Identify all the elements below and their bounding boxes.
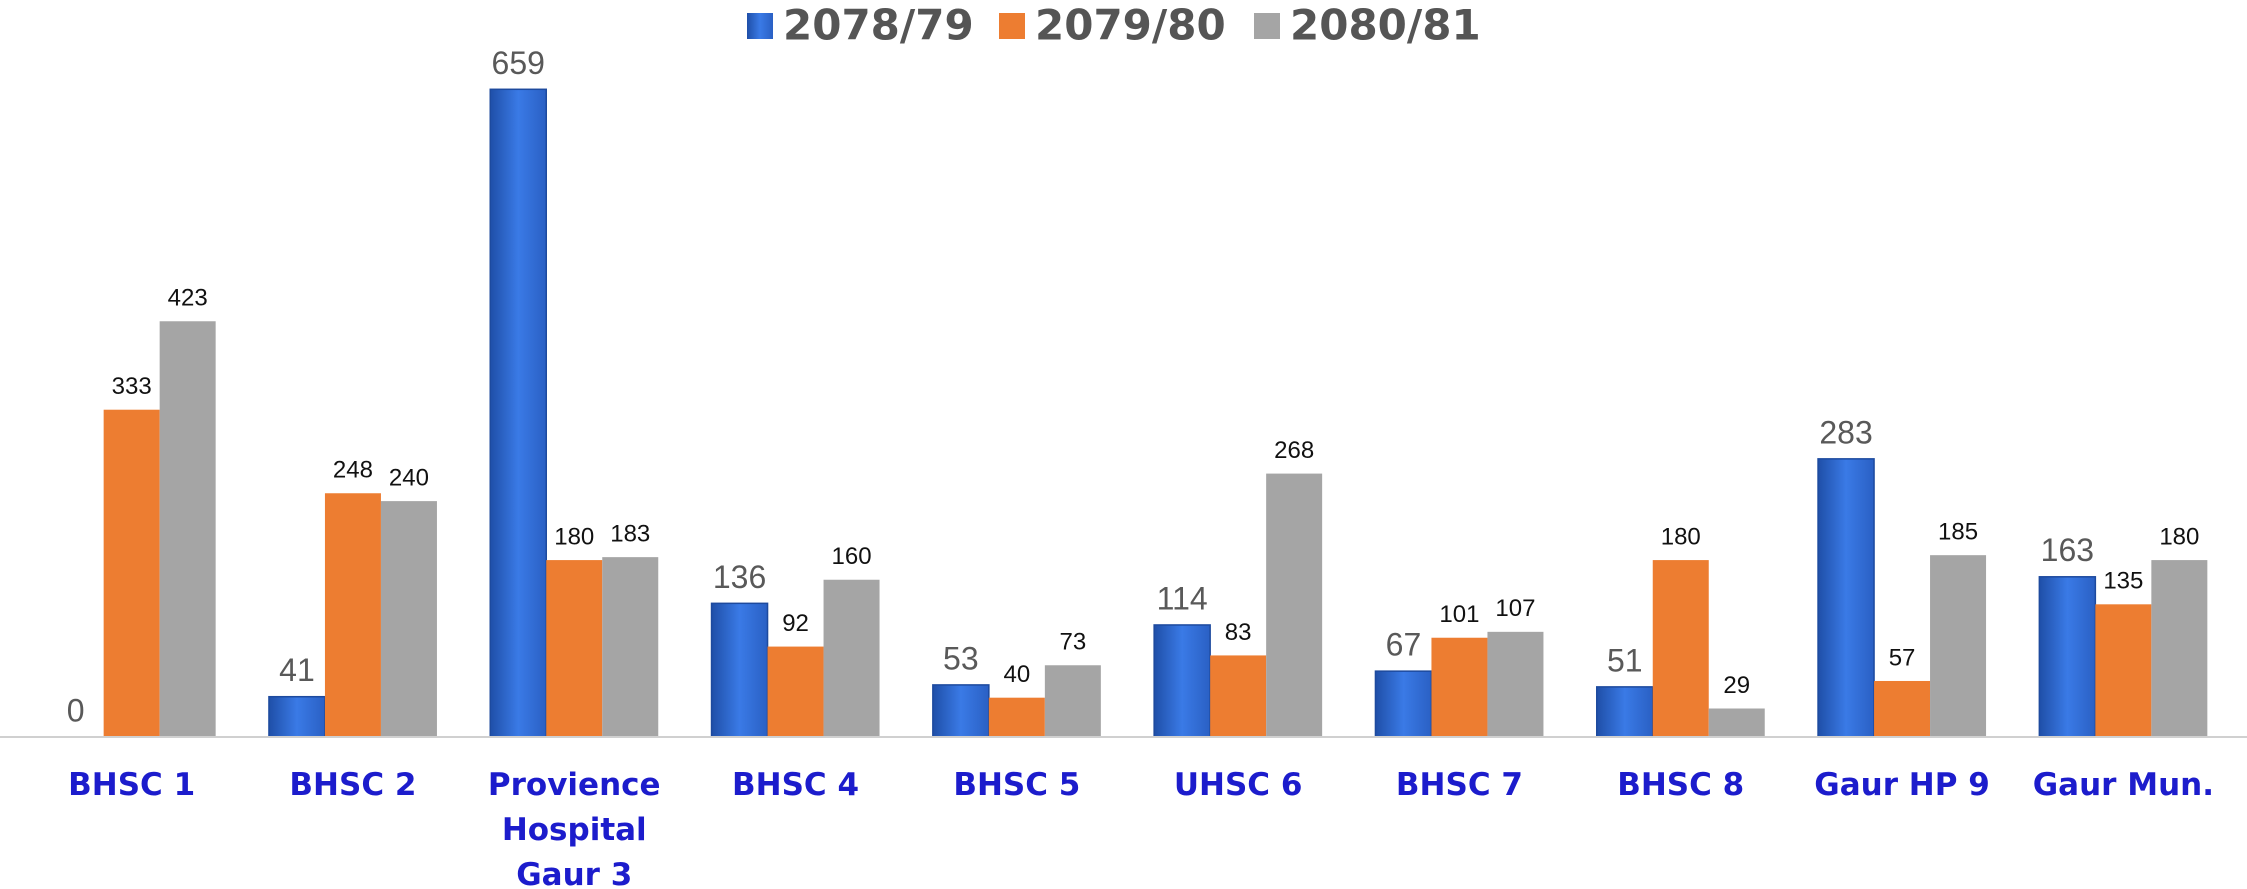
- data-label: 160: [832, 543, 872, 570]
- legend-swatch: [747, 13, 773, 39]
- data-label: 423: [168, 285, 208, 312]
- data-label: 114: [1157, 580, 1208, 616]
- x-tick-label: BHSC 4: [732, 767, 860, 803]
- data-label: 136: [713, 559, 766, 595]
- data-label: 180: [2159, 523, 2199, 550]
- bar: [2151, 560, 2208, 737]
- x-tick-label: UHSC 6: [1173, 767, 1303, 803]
- legend-label: 2078/79: [783, 1, 974, 50]
- legend-swatch: [1254, 13, 1280, 39]
- x-tick-label: Gaur Mun.: [2032, 767, 2214, 803]
- data-label: 659: [492, 45, 545, 81]
- bar: [1708, 708, 1765, 737]
- x-tick-label: BHSC 7: [1395, 767, 1523, 803]
- bar: [2095, 604, 2152, 737]
- legend-label: 2079/80: [1035, 1, 1226, 50]
- data-label: 183: [610, 520, 650, 547]
- data-label: 67: [1386, 627, 1422, 663]
- bar: [268, 695, 326, 738]
- x-tick-label: BHSC 5: [953, 767, 1081, 803]
- bar: [602, 557, 659, 737]
- data-label: 53: [943, 640, 979, 676]
- bar: [767, 646, 824, 737]
- data-label: 57: [1889, 644, 1916, 671]
- data-label: 268: [1274, 437, 1314, 464]
- data-label: 40: [1003, 661, 1030, 688]
- data-label: 83: [1225, 619, 1252, 646]
- bar: [1044, 665, 1101, 737]
- data-label: 107: [1495, 595, 1535, 622]
- bar: [1930, 555, 1987, 737]
- data-label: 29: [1723, 672, 1750, 699]
- bar: [710, 602, 769, 738]
- data-label: 240: [389, 464, 429, 491]
- data-label: 51: [1607, 642, 1643, 678]
- data-label: 135: [2103, 568, 2143, 595]
- data-label: 0: [67, 692, 85, 728]
- x-tick-label: Gaur HP 9: [1814, 767, 1990, 803]
- bar: [2038, 576, 2097, 738]
- bar: [823, 579, 880, 737]
- data-label: 163: [2041, 532, 2094, 568]
- bar: [1374, 670, 1433, 738]
- bar: [932, 684, 990, 738]
- bar: [1210, 655, 1267, 737]
- bar: [1652, 560, 1709, 737]
- data-label: 92: [782, 610, 809, 637]
- bar: [380, 501, 437, 737]
- data-label: 333: [112, 373, 152, 400]
- bar: [988, 697, 1045, 737]
- data-label: 41: [279, 652, 315, 688]
- bar: [1153, 624, 1211, 738]
- x-tick-label: Provience Hospital Gaur 3: [487, 767, 661, 889]
- data-label: 180: [554, 523, 594, 550]
- bar: [1874, 680, 1931, 737]
- x-tick-label: BHSC 2: [289, 767, 417, 803]
- data-label: 101: [1439, 601, 1479, 628]
- bar: [1431, 637, 1488, 737]
- bar: [1817, 458, 1875, 738]
- legend-label: 2080/81: [1290, 1, 1481, 50]
- data-label: 248: [333, 457, 373, 484]
- bar: [546, 560, 603, 737]
- bar: [1266, 473, 1323, 737]
- bar: [1596, 686, 1654, 738]
- bar: [489, 88, 547, 738]
- data-label: 73: [1059, 629, 1086, 656]
- x-tick-label: BHSC 8: [1617, 767, 1745, 803]
- bar: [324, 493, 381, 737]
- data-label: 180: [1661, 523, 1701, 550]
- bar: [1487, 631, 1544, 737]
- legend-swatch: [999, 13, 1025, 39]
- bar: [159, 321, 216, 737]
- x-tick-label: BHSC 1: [68, 767, 196, 803]
- data-label: 283: [1819, 414, 1872, 450]
- bar: [103, 409, 160, 737]
- data-label: 185: [1938, 519, 1978, 546]
